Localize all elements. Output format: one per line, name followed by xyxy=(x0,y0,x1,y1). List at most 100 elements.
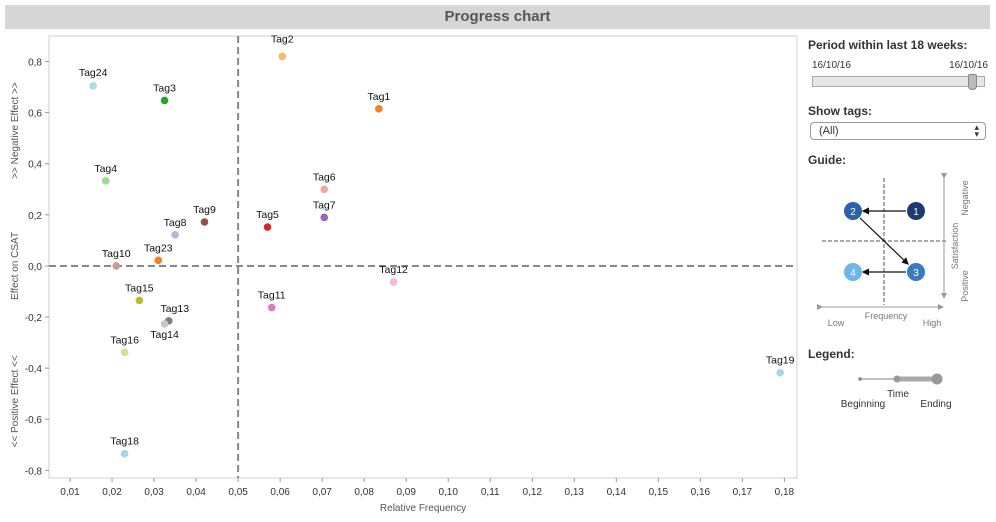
x-tick-label: 0,07 xyxy=(312,487,332,498)
guide-node-3 xyxy=(907,263,925,281)
data-point-tag23 xyxy=(154,256,163,265)
data-point-tag11 xyxy=(267,303,276,312)
chart-title: Progress chart xyxy=(444,8,551,25)
x-tick-label: 0,06 xyxy=(270,487,290,498)
legend-time-label: Time xyxy=(887,389,909,400)
data-label-tag1: Tag1 xyxy=(367,91,390,103)
x-tick-label: 0,01 xyxy=(60,487,80,498)
title-bar: Progress chart xyxy=(5,5,990,29)
show-tags-select[interactable]: (All) ▴ ▾ xyxy=(810,122,986,140)
data-label-tag2: Tag2 xyxy=(271,33,294,45)
legend-title: Legend: xyxy=(808,347,855,361)
data-point-tag19 xyxy=(776,368,784,377)
guide-node-2 xyxy=(844,202,862,220)
guide-high-label: High xyxy=(923,318,942,328)
data-label-tag14: Tag14 xyxy=(150,329,179,341)
data-label-tag12: Tag12 xyxy=(379,264,408,276)
guide-frequency-label: Frequency xyxy=(865,311,908,321)
x-tick-label: 0,18 xyxy=(775,487,795,498)
y-tick-label: -0,4 xyxy=(25,364,43,375)
x-axis-label: Relative Frequency xyxy=(380,503,466,514)
y-tick-label: 0,8 xyxy=(28,58,42,69)
data-label-tag8: Tag8 xyxy=(164,217,187,229)
x-tick-label: 0,17 xyxy=(733,487,753,498)
data-point-tag5 xyxy=(263,223,272,231)
guide-arrow-2-3 xyxy=(859,217,909,265)
legend-beginning-dot xyxy=(858,377,862,381)
guide-node-4-label: 4 xyxy=(850,268,856,279)
scatter-chart: 0,01 0,02 0,03 0,04 0,05 0,06 0,07 0,08 0,09 0,10… xyxy=(10,33,798,514)
show-tags-title: Show tags: xyxy=(808,104,873,118)
data-point-tag10 xyxy=(112,262,121,270)
guide-diagram: 1 2 3 4 Low Frequency High Negative Sati… xyxy=(817,173,970,328)
guide-positive-label: Positive xyxy=(960,270,970,302)
guide-title: Guide: xyxy=(808,153,846,167)
x-tick-label: 0,08 xyxy=(354,487,374,498)
data-point-tag12 xyxy=(389,278,398,286)
x-tick-label: 0,13 xyxy=(565,487,585,498)
date-start: 16/10/16 xyxy=(812,60,851,71)
legend-middle-dot xyxy=(893,375,901,383)
data-point-tag1 xyxy=(375,105,383,113)
x-tick-label: 0,12 xyxy=(523,487,543,498)
data-label-tag9: Tag9 xyxy=(193,204,216,216)
x-tick-label: 0,05 xyxy=(228,487,248,498)
legend-ending-label: Ending xyxy=(920,399,951,410)
data-point-tag7 xyxy=(320,213,329,222)
guide-node-3-label: 3 xyxy=(913,268,919,279)
data-point-tag24 xyxy=(89,82,97,90)
data-point-tag9 xyxy=(200,218,209,226)
guide-node-4 xyxy=(844,263,862,281)
x-tick-label: 0,11 xyxy=(481,487,500,498)
select-arrows-icon: ▴ ▾ xyxy=(974,122,979,139)
x-tick-label: 0,04 xyxy=(186,487,206,498)
y-tick-label: -0,8 xyxy=(25,466,43,477)
sidebar: Period within last 18 weeks: 16/10/16 16… xyxy=(808,30,990,510)
data-label-tag13: Tag13 xyxy=(160,303,189,315)
x-tick-label: 0,09 xyxy=(396,487,416,498)
period-slider-handle[interactable] xyxy=(968,74,977,90)
legend-beginning-label: Beginning xyxy=(841,399,885,410)
data-label-tag15: Tag15 xyxy=(125,282,154,294)
x-tick-label: 0,15 xyxy=(649,487,669,498)
x-tick-label: 0,02 xyxy=(102,487,122,498)
y-axis-label-top: >> Negative Effect >> xyxy=(10,82,21,179)
data-label-tag11: Tag11 xyxy=(258,290,286,302)
y-tick-label: -0,2 xyxy=(25,313,43,324)
data-label-tag10: Tag10 xyxy=(102,248,131,260)
data-label-tag19: Tag19 xyxy=(766,355,795,367)
guide-node-2-label: 2 xyxy=(850,207,856,218)
data-point-tag15 xyxy=(135,296,144,305)
guide-negative-label: Negative xyxy=(960,180,970,216)
data-label-tag18: Tag18 xyxy=(110,436,139,448)
y-axis-label: Effect on CSAT xyxy=(10,232,21,300)
guide-low-label: Low xyxy=(828,318,845,328)
y-tick-label: -0,6 xyxy=(25,415,43,426)
data-point-tag6 xyxy=(320,185,329,194)
guide-node-1 xyxy=(907,202,925,220)
x-tick-label: 0,10 xyxy=(438,487,458,498)
legend-diagram: Time Beginning Ending xyxy=(841,373,952,410)
data-point-tag16 xyxy=(120,348,129,357)
period-title: Period within last 18 weeks: xyxy=(808,38,968,52)
data-point-tag2 xyxy=(278,52,287,61)
data-point-tag3 xyxy=(160,96,169,105)
y-tick-label: 0,0 xyxy=(28,262,42,273)
x-tick-label: 0,14 xyxy=(607,487,627,498)
y-axis-label-bottom: << Positive Effect << xyxy=(10,355,21,447)
period-slider-track[interactable] xyxy=(812,76,985,87)
data-point-tag18 xyxy=(120,449,129,458)
data-label-tag24: Tag24 xyxy=(79,67,108,79)
guide-satisfaction-label: Satisfaction xyxy=(950,223,960,270)
data-label-tag3: Tag3 xyxy=(153,82,176,94)
y-tick-label: 0,6 xyxy=(28,109,42,120)
y-tick-label: 0,4 xyxy=(28,160,42,171)
legend-ending-dot xyxy=(931,373,943,385)
date-end: 16/10/16 xyxy=(949,60,988,71)
x-tick-label: 0,16 xyxy=(691,487,711,498)
data-label-tag16: Tag16 xyxy=(110,334,139,346)
y-tick-label: 0,2 xyxy=(28,211,42,222)
data-label-tag23: Tag23 xyxy=(144,242,173,254)
data-point-tag8 xyxy=(171,230,179,239)
data-label-tag7: Tag7 xyxy=(313,199,336,211)
